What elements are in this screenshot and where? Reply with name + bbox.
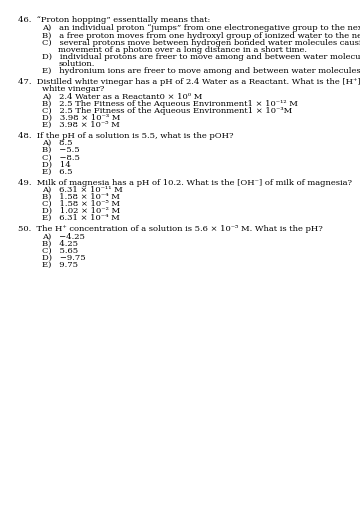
Text: D)   individual protons are freer to move among and between water molecules in: D) individual protons are freer to move … bbox=[42, 53, 364, 61]
Text: A)   −4.25: A) −4.25 bbox=[42, 233, 85, 240]
Text: C)   2.5 The Fitness of the Aqueous Environment1 × 10⁻³M: C) 2.5 The Fitness of the Aqueous Enviro… bbox=[42, 107, 293, 114]
Text: 50.  The H⁺ concentration of a solution is 5.6 × 10⁻⁵ M. What is the pH?: 50. The H⁺ concentration of a solution i… bbox=[18, 225, 323, 234]
Text: A)   an individual proton “jumps” from one electronegative group to the next.: A) an individual proton “jumps” from one… bbox=[42, 24, 364, 33]
Text: A)   6.31 × 10⁻¹¹ M: A) 6.31 × 10⁻¹¹ M bbox=[42, 186, 123, 194]
Text: E)   6.5: E) 6.5 bbox=[42, 168, 73, 176]
Text: movement of a photon over a long distance in a short time.: movement of a photon over a long distanc… bbox=[58, 46, 307, 54]
Text: B)   2.5 The Fitness of the Aqueous Environment1 × 10⁻¹² M: B) 2.5 The Fitness of the Aqueous Enviro… bbox=[42, 99, 298, 108]
Text: C)   −8.5: C) −8.5 bbox=[42, 153, 80, 162]
Text: C)   several protons move between hydrogen bonded water molecules causing the ne: C) several protons move between hydrogen… bbox=[42, 39, 364, 47]
Text: D)   1.02 × 10⁻² M: D) 1.02 × 10⁻² M bbox=[42, 207, 120, 215]
Text: B)   4.25: B) 4.25 bbox=[42, 240, 78, 248]
Text: A)   8.5: A) 8.5 bbox=[42, 139, 73, 147]
Text: E)   hydronium ions are freer to move among and between water molecules in solut: E) hydronium ions are freer to move amon… bbox=[42, 67, 364, 75]
Text: 49.  Milk of magnesia has a pH of 10.2. What is the [OH⁻] of milk of magnesia?: 49. Milk of magnesia has a pH of 10.2. W… bbox=[18, 179, 352, 187]
Text: 46.  “Proton hopping” essentially means that:: 46. “Proton hopping” essentially means t… bbox=[18, 17, 210, 24]
Text: E)   3.98 × 10⁻⁵ M: E) 3.98 × 10⁻⁵ M bbox=[42, 121, 120, 129]
Text: E)   6.31 × 10⁻⁴ M: E) 6.31 × 10⁻⁴ M bbox=[42, 214, 120, 222]
Text: A)   2.4 Water as a Reactant0 × 10⁰ M: A) 2.4 Water as a Reactant0 × 10⁰ M bbox=[42, 93, 203, 100]
Text: C)   1.58 × 10⁻⁵ M: C) 1.58 × 10⁻⁵ M bbox=[42, 200, 120, 208]
Text: E)   9.75: E) 9.75 bbox=[42, 261, 78, 269]
Text: D)   −9.75: D) −9.75 bbox=[42, 254, 86, 262]
Text: C)   5.65: C) 5.65 bbox=[42, 247, 79, 255]
Text: 47.  Distilled white vinegar has a pH of 2.4 Water as a Reactant. What is the [H: 47. Distilled white vinegar has a pH of … bbox=[18, 78, 364, 87]
Text: 48.  If the pH of a solution is 5.5, what is the pOH?: 48. If the pH of a solution is 5.5, what… bbox=[18, 132, 233, 140]
Text: B)   a free proton moves from one hydroxyl group of ionized water to the next.: B) a free proton moves from one hydroxyl… bbox=[42, 32, 364, 39]
Text: B)   −5.5: B) −5.5 bbox=[42, 146, 80, 154]
Text: D)   3.98 × 10⁻³ M: D) 3.98 × 10⁻³ M bbox=[42, 114, 121, 122]
Text: white vinegar?: white vinegar? bbox=[42, 85, 105, 93]
Text: D)   14: D) 14 bbox=[42, 161, 71, 168]
Text: B)   1.58 × 10⁻⁴ M: B) 1.58 × 10⁻⁴ M bbox=[42, 193, 120, 201]
Text: solution.: solution. bbox=[58, 60, 95, 68]
